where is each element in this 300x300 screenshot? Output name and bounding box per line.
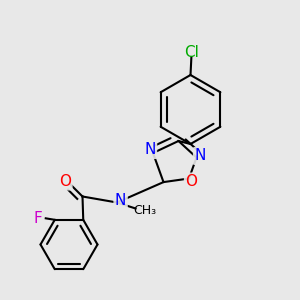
Text: F: F xyxy=(33,211,42,226)
Text: N: N xyxy=(115,193,126,208)
Text: O: O xyxy=(59,174,71,189)
Text: Cl: Cl xyxy=(184,45,200,60)
Text: N: N xyxy=(194,148,206,164)
Text: CH₃: CH₃ xyxy=(133,203,156,217)
Text: O: O xyxy=(185,174,197,189)
Text: N: N xyxy=(144,142,156,158)
